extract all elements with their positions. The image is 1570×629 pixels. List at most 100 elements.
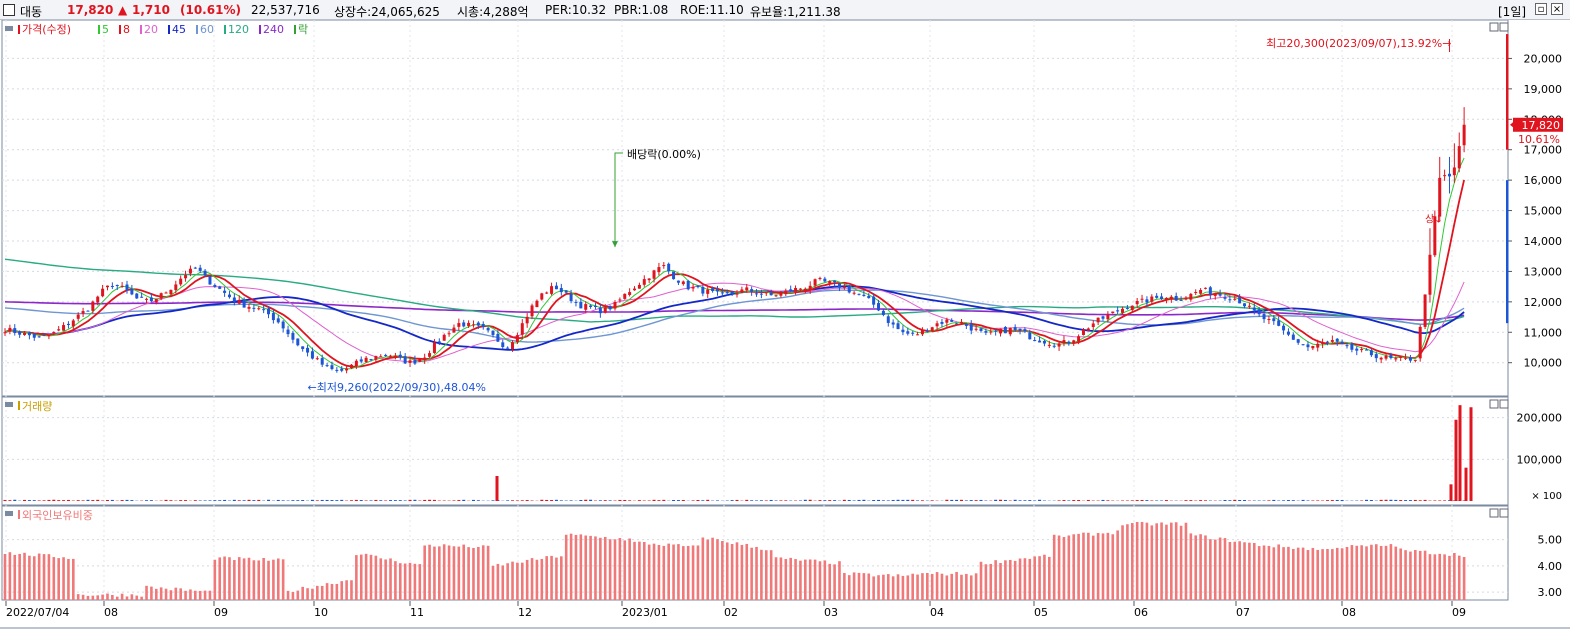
candle-body (320, 358, 324, 365)
panel-frame (1, 396, 1509, 506)
foreign-ratio-bar (589, 535, 592, 600)
foreign-ratio-bar (779, 557, 783, 600)
foreign-ratio-bar (1057, 535, 1061, 600)
foreign-ratio-bar (1316, 549, 1320, 600)
stock-chart[interactable]: 가격(수정) 5 8 20 45 60 120 240 락 10,000 11,000 12,000… (0, 20, 1570, 629)
candle-body (242, 299, 246, 308)
candle-body (120, 285, 124, 287)
range-bar-up (1506, 34, 1509, 150)
foreign-ratio-bar (789, 557, 792, 600)
foreign-ratio-bar (1399, 548, 1402, 600)
foreign-ratio-bar (1428, 554, 1432, 600)
volume-bar (847, 499, 851, 501)
volume-bar (291, 500, 295, 501)
foreign-ratio-bar (974, 573, 978, 600)
foreign-ratio-bar (1204, 535, 1207, 600)
volume-bar (169, 500, 173, 501)
foreign-ratio-bar (574, 534, 578, 600)
foreign-ratio-bar (1004, 560, 1007, 600)
foreign-ratio-bar (408, 562, 412, 600)
panel-buttons (1489, 22, 1509, 518)
foreign-ratio-bar (1174, 522, 1178, 600)
foreign-ratio-bar (486, 545, 490, 600)
moving-average-lines (4, 157, 1465, 370)
candle-body (535, 300, 539, 308)
candle-body (384, 355, 388, 357)
volume-bar (57, 500, 61, 501)
price-panel[interactable]: 가격(수정) 5 8 20 45 60 120 240 락 10,000 11,000 12,000… (3, 23, 1564, 394)
foreign-ratio-bar (1155, 523, 1158, 600)
price-tick-label: 12,000 (1524, 296, 1563, 309)
candle-body (442, 334, 446, 341)
foreign-ratio-bar (1389, 544, 1393, 600)
foreign-tick-label: 5.00 (1538, 534, 1563, 547)
volume-bar (1286, 500, 1290, 501)
foreign-ratio-bar (735, 542, 739, 600)
foreign-ratio-bar (452, 546, 456, 600)
candle-body (1160, 296, 1164, 299)
volume-bar (1408, 500, 1412, 501)
stock-name[interactable]: 대동 (20, 5, 43, 19)
volume-bar (384, 500, 388, 501)
per-value: PER:10.32 (545, 3, 607, 17)
foreign-ownership-panel[interactable]: 외국인보유비중 3.00 4.00 5.00 (3, 509, 1563, 600)
foreign-ratio-bar (159, 587, 163, 600)
foreign-ratio-bar (311, 588, 314, 600)
candle-body (813, 279, 817, 286)
candle-body (618, 299, 622, 301)
foreign-ratio-bar (1404, 550, 1407, 600)
foreign-ratio-bar (804, 559, 807, 600)
close-icon[interactable]: × (1551, 3, 1563, 15)
low-price-note: ←최저9,260(2022/09/30),48.04% (308, 381, 486, 394)
candle-body (823, 278, 827, 282)
foreign-ratio-bar (672, 544, 675, 600)
candle-body (515, 335, 519, 343)
volume-bar (911, 499, 915, 501)
foreign-ratio-bar (198, 590, 202, 600)
candle-body (1306, 344, 1310, 348)
foreign-ratio-bar (184, 590, 187, 600)
foreign-ratio-bar (208, 590, 212, 600)
date-label: 11 (410, 606, 424, 619)
candle-body (886, 316, 890, 323)
foreign-ratio-bar (662, 545, 666, 600)
maximize-icon[interactable]: ▫ (1535, 3, 1547, 15)
volume-bar (701, 500, 705, 501)
legend-label: 락 (298, 23, 308, 36)
candle-body (584, 304, 588, 310)
volume-bar (706, 499, 710, 501)
volume-bar (506, 500, 510, 501)
price-tick-label: 15,000 (1524, 205, 1563, 218)
foreign-ratio-bar (916, 574, 919, 600)
foreign-ratio-bar (1423, 550, 1427, 600)
volume-bar (1369, 499, 1373, 501)
volume-bar (525, 500, 529, 501)
volume-bar (471, 499, 475, 501)
volume-bar (916, 500, 920, 501)
candle-body (794, 287, 798, 292)
volume-bar (691, 500, 695, 501)
foreign-ratio-bar (721, 541, 724, 600)
volume-bar (110, 499, 114, 501)
candle-body (1125, 307, 1129, 309)
volume-panel[interactable]: 거래량 100,000 200,000 × 100 (3, 400, 1563, 502)
candle-body (711, 288, 715, 292)
candle-body (1174, 295, 1178, 301)
foreign-ratio-bar (330, 583, 334, 600)
candle-body (1360, 349, 1364, 351)
panel-close-icon (1499, 508, 1509, 518)
volume-bar (1238, 500, 1242, 501)
candle-body (637, 284, 641, 289)
volume-bar (1443, 500, 1447, 501)
listed-shares: 상장수:24,065,625 (334, 5, 440, 19)
candle-body (1033, 340, 1037, 342)
foreign-ratio-bar (1072, 534, 1076, 600)
candle-body (647, 278, 651, 281)
select-checkbox[interactable] (3, 4, 15, 16)
foreign-ratio-bar (906, 575, 910, 600)
candle-body (159, 293, 163, 299)
foreign-ratio-bar (960, 574, 963, 600)
candle-body (125, 284, 129, 291)
candle-body (979, 328, 983, 331)
period-selector[interactable]: [1일] (1498, 5, 1527, 19)
